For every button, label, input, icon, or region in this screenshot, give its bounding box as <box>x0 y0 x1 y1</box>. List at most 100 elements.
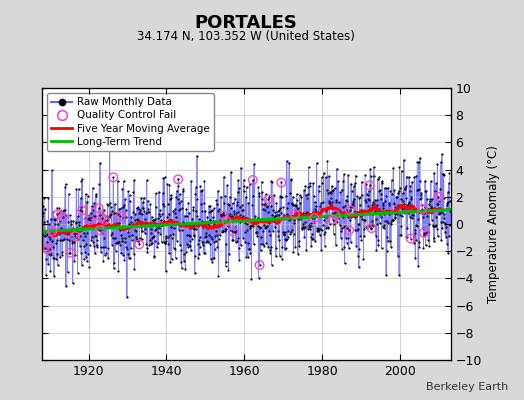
Point <box>99 258 107 264</box>
Point <box>329 216 337 223</box>
Point <box>326 195 335 202</box>
Point <box>364 196 372 202</box>
Point <box>326 189 334 195</box>
Point <box>346 204 355 210</box>
Point <box>368 199 377 206</box>
Point <box>142 240 150 247</box>
Point <box>48 238 56 244</box>
Point <box>141 216 149 222</box>
Point <box>174 226 183 233</box>
Point <box>93 236 102 243</box>
Point <box>115 206 124 212</box>
Point <box>392 194 400 200</box>
Point <box>110 210 118 216</box>
Point <box>316 226 324 232</box>
Point <box>393 211 401 218</box>
Point <box>304 164 313 170</box>
Point <box>247 276 256 282</box>
Point <box>41 233 50 240</box>
Point <box>176 191 184 198</box>
Point <box>364 197 373 204</box>
Point <box>69 218 78 224</box>
Point <box>417 190 425 196</box>
Point <box>429 222 438 228</box>
Point <box>369 223 377 230</box>
Point <box>195 251 203 257</box>
Point <box>289 201 297 208</box>
Point <box>321 243 329 250</box>
Point <box>230 211 238 217</box>
Point <box>123 225 131 232</box>
Point <box>339 214 347 220</box>
Point <box>158 221 166 228</box>
Point <box>81 214 89 221</box>
Point <box>64 230 72 237</box>
Point <box>401 185 409 191</box>
Point <box>361 172 369 178</box>
Point <box>178 205 187 212</box>
Point <box>266 203 275 209</box>
Point <box>255 274 263 281</box>
Point <box>136 210 145 216</box>
Point <box>357 211 365 218</box>
Point <box>100 206 108 213</box>
Point <box>362 198 370 205</box>
Point <box>180 222 189 228</box>
Point <box>63 236 71 242</box>
Point <box>320 230 329 237</box>
Point <box>111 201 119 207</box>
Point <box>407 235 415 242</box>
Point <box>84 212 93 218</box>
Point <box>75 218 83 225</box>
Point <box>387 244 395 250</box>
Point <box>359 207 367 213</box>
Point <box>224 266 233 273</box>
Point <box>235 245 243 251</box>
Point <box>255 262 264 268</box>
Point <box>119 204 127 210</box>
Point <box>288 227 296 234</box>
Point <box>385 202 393 209</box>
Point <box>130 227 139 233</box>
Point <box>65 237 73 243</box>
Point <box>353 226 362 232</box>
Point <box>350 183 358 189</box>
Point <box>298 224 307 231</box>
Point <box>98 215 106 221</box>
Point <box>145 209 153 215</box>
Point <box>45 251 53 258</box>
Point <box>241 239 249 245</box>
Point <box>104 245 113 252</box>
Point <box>282 158 291 164</box>
Point <box>274 228 282 234</box>
Point <box>297 194 305 200</box>
Point <box>414 263 422 269</box>
Point <box>87 237 95 243</box>
Point <box>95 227 103 233</box>
Point <box>416 196 424 202</box>
Point <box>329 210 337 216</box>
Point <box>164 241 172 248</box>
Point <box>108 230 116 236</box>
Point <box>310 218 318 225</box>
Point <box>91 213 100 220</box>
Point <box>64 191 73 198</box>
Point <box>168 221 177 228</box>
Point <box>159 238 168 245</box>
Point <box>299 221 307 228</box>
Point <box>269 207 277 214</box>
Point <box>281 236 289 242</box>
Point <box>312 160 321 167</box>
Point <box>82 241 91 247</box>
Point <box>349 198 357 204</box>
Point <box>148 240 156 247</box>
Point <box>60 207 69 213</box>
Point <box>82 191 90 197</box>
Point <box>133 216 141 222</box>
Point <box>213 201 221 207</box>
Point <box>59 214 67 220</box>
Point <box>439 171 447 178</box>
Point <box>413 223 421 230</box>
Point <box>363 210 371 216</box>
Point <box>403 202 411 209</box>
